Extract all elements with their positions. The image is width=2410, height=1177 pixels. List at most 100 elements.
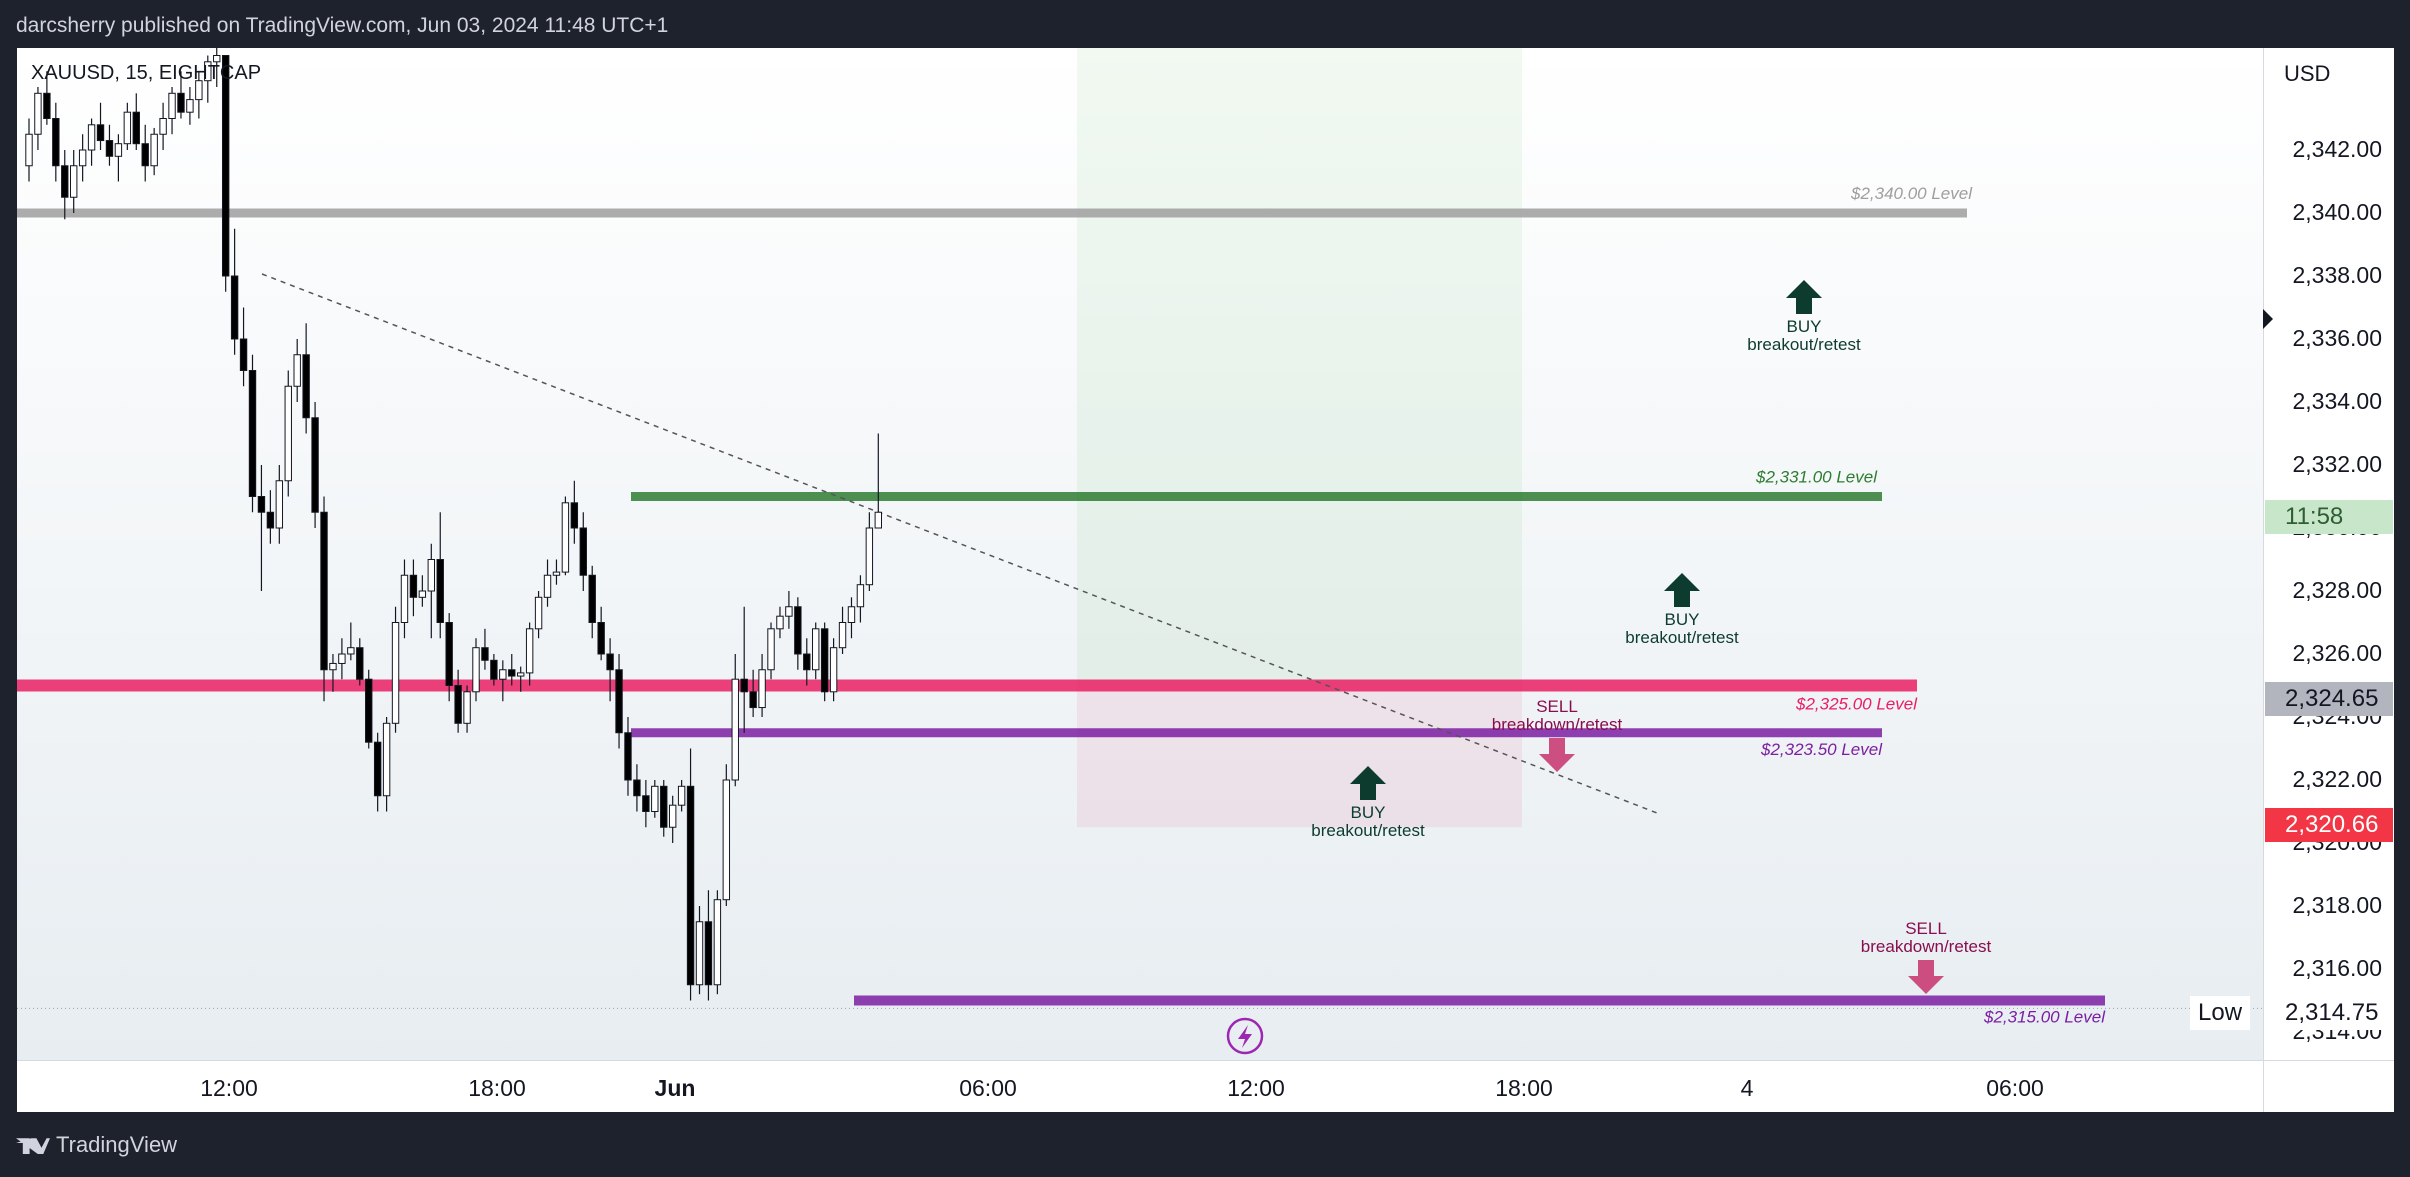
candle-body <box>767 628 775 671</box>
candle-body <box>704 921 713 986</box>
candle-body <box>266 511 275 529</box>
level-label: $2,315.00 Level <box>1983 1008 2106 1027</box>
candle-body <box>722 779 731 901</box>
annotation-title: BUY <box>1665 610 1700 629</box>
candle-body <box>597 622 605 655</box>
current-price-marker-icon <box>2263 309 2273 329</box>
candle-body <box>168 92 176 119</box>
candle-body <box>78 149 87 167</box>
candle-body <box>221 55 230 277</box>
level-label: $2,340.00 Level <box>1850 184 1973 203</box>
candle-body <box>660 785 668 828</box>
candle-body <box>382 722 391 797</box>
candle-body <box>749 691 757 709</box>
candle-body <box>52 118 60 167</box>
candle-body <box>177 92 185 113</box>
candle-body <box>713 899 722 986</box>
candle-body <box>204 61 212 82</box>
candle-body <box>758 669 766 709</box>
level-line <box>854 995 2105 1006</box>
level-line <box>631 492 1882 501</box>
candle-body <box>820 628 829 693</box>
time-tick-label: 06:00 <box>1986 1075 2044 1101</box>
currency-button[interactable]: USD <box>2284 61 2331 86</box>
candle-body <box>195 80 203 101</box>
candle-body <box>829 647 838 693</box>
time-tick-label: 4 <box>1740 1075 1754 1101</box>
price-tick-label: 2,326.00 <box>2292 640 2382 666</box>
candle-body <box>409 574 418 598</box>
price-tick-label: 2,334.00 <box>2292 388 2382 414</box>
candle-body <box>302 354 310 419</box>
chart-area[interactable]: $2,340.00 Level $2,331.00 Level $2,325.00 … <box>17 48 2263 1060</box>
candle-body <box>588 574 596 623</box>
level-label: $2,323.50 Level <box>1760 740 1883 759</box>
annotation-title: BUY <box>1351 803 1386 822</box>
candle-body <box>785 606 793 617</box>
candle-body <box>633 779 641 797</box>
annotation-title: SELL <box>1905 919 1947 938</box>
candle-body <box>43 92 51 119</box>
candle-body <box>624 732 632 781</box>
price-tick-label: 2,318.00 <box>2292 892 2382 918</box>
price-tick-label: 2,336.00 <box>2292 325 2382 351</box>
candle-body <box>517 672 525 677</box>
annotation-subtitle: breakdown/retest <box>1492 715 1623 734</box>
current-price-tag: 2,320.66 <box>2265 808 2393 842</box>
price-tick-label: 2,340.00 <box>2292 199 2382 225</box>
candle-body <box>776 615 784 630</box>
candle-body <box>856 584 865 608</box>
header-bar: darcsherry published on TradingView.com,… <box>0 0 2410 48</box>
candle-body <box>34 92 42 135</box>
candle-body <box>686 785 695 986</box>
time-tick-label: 12:00 <box>1227 1075 1285 1101</box>
brand-name: TradingView <box>56 1132 178 1157</box>
candle-body <box>499 669 507 680</box>
sell-arrow-icon <box>1908 960 1944 994</box>
candle-body <box>275 480 284 529</box>
candle-body <box>105 140 114 157</box>
candle-body <box>132 111 140 145</box>
level-line <box>17 208 1967 218</box>
candle-body <box>418 590 427 598</box>
candle-body <box>311 417 319 513</box>
candle-body <box>338 653 346 664</box>
tradingview-logo[interactable]: TradingView <box>16 1132 177 1158</box>
candle-body <box>365 678 373 743</box>
price-tick-label: 2,342.00 <box>2292 136 2382 162</box>
time-axis[interactable]: 12:00 18:00 Jun 06:00 12:00 18:00 4 06:00 <box>17 1060 2263 1113</box>
time-tick-label: 06:00 <box>959 1075 1017 1101</box>
candle-body <box>96 124 105 142</box>
candle-body <box>740 678 748 693</box>
candle-body <box>436 559 444 623</box>
candle-body <box>391 622 400 724</box>
price-axis[interactable]: 2,342.00 2,340.00 2,338.00 2,336.00 2,334.00… <box>2263 48 2394 1060</box>
candle-body <box>454 685 462 724</box>
price-tick-label: 2,322.00 <box>2292 766 2382 792</box>
low-price-tag: 2,314.75 <box>2265 996 2393 1030</box>
price-tick-label: 2,316.00 <box>2292 955 2382 981</box>
buy-arrow-icon <box>1350 766 1386 800</box>
candle-body <box>677 785 686 806</box>
price-tick-label: 2,328.00 <box>2292 577 2382 603</box>
candle-body <box>356 647 364 680</box>
candle-body <box>561 502 570 573</box>
candle-body <box>25 133 33 167</box>
candle-body <box>838 622 847 649</box>
lightning-icon <box>1238 1025 1252 1048</box>
candlestick-chart[interactable]: $2,340.00 Level $2,331.00 Level $2,325.00 … <box>17 48 2263 1060</box>
candle-body <box>329 662 337 671</box>
candle-body <box>293 354 301 387</box>
candle-body <box>508 669 516 677</box>
time-tick-label: 12:00 <box>200 1075 258 1101</box>
candle-body <box>606 653 614 671</box>
symbol-label[interactable]: XAUUSD, 15, EIGHTCAP <box>31 62 262 84</box>
candle-body <box>239 338 248 371</box>
target-zone <box>1077 48 1522 686</box>
price-tick-label: 2,332.00 <box>2292 451 2382 477</box>
candle-body <box>150 133 158 167</box>
low-label: Low <box>2190 996 2251 1030</box>
